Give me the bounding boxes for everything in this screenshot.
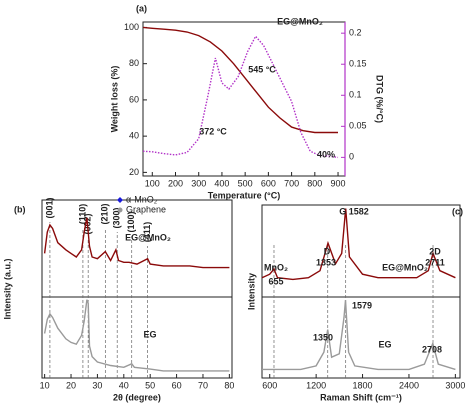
y2-axis-title: DTG (%/°C) — [375, 75, 385, 123]
series-line — [142, 35, 339, 159]
x-tick-label: 900 — [331, 178, 346, 188]
x-tick-label: 500 — [238, 178, 253, 188]
legend-label: Graphene — [126, 204, 166, 214]
x-tick-label: 2400 — [399, 380, 419, 390]
x-tick-label: 100 — [145, 178, 160, 188]
y-tick-label: 20 — [129, 167, 139, 177]
series-line — [43, 217, 230, 269]
x-tick-label: 600 — [261, 178, 276, 188]
x-tick-label: 1800 — [353, 380, 373, 390]
x-tick-label: 1200 — [306, 380, 326, 390]
series-line — [261, 208, 456, 281]
reflection-label: (411) — [142, 222, 152, 243]
annotation: EG@MnO₂ — [277, 16, 323, 26]
x-tick-label: 10 — [40, 380, 50, 390]
annotation: 1353 — [316, 257, 336, 267]
panel-label: (b) — [14, 204, 26, 214]
annotation: 2D — [429, 246, 441, 256]
series-label: EG@MnO₂ — [125, 232, 171, 242]
y-tick-label: 60 — [129, 94, 139, 104]
reflection-label: (100) — [126, 211, 136, 232]
x-axis-title: Raman Shift (cm⁻¹) — [320, 392, 402, 402]
panel-label: (c) — [452, 206, 463, 216]
annotation: 372 °C — [199, 126, 227, 136]
x-tick-label: 400 — [214, 178, 229, 188]
y-axis-title: Weight loss (%) — [109, 66, 119, 133]
reflection-label: (110) — [77, 204, 87, 225]
y2-tick-label: 0 — [349, 152, 354, 162]
x-tick-label: 30 — [92, 380, 102, 390]
panel-label: (a) — [136, 3, 147, 13]
series-line — [262, 300, 456, 371]
legend-marker — [117, 197, 123, 203]
x-tick-label: 80 — [224, 380, 234, 390]
annotation: D — [324, 246, 331, 256]
annotation: 2711 — [425, 257, 445, 267]
plot-frame — [41, 199, 233, 379]
y2-tick-label: 0.05 — [349, 121, 367, 131]
x-axis-title: Temperature (°C) — [208, 190, 280, 200]
x-tick-label: 40 — [119, 380, 129, 390]
series-label: EG@MnO₂ — [382, 262, 428, 272]
annotation: 1579 — [352, 300, 372, 310]
x-tick-label: 70 — [198, 380, 208, 390]
series-line — [142, 26, 338, 134]
reflection-label: (210) — [100, 203, 110, 224]
annotation: 40% — [317, 149, 335, 159]
x-tick-label: 3000 — [445, 380, 465, 390]
y-axis-title: Intensity (a.u.) — [2, 258, 12, 319]
x-axis-title: 2θ (degree) — [113, 392, 161, 402]
y-tick-label: 80 — [129, 58, 139, 68]
series-line — [43, 299, 230, 372]
y-tick-label: 100 — [124, 22, 139, 32]
x-tick-label: 300 — [191, 178, 206, 188]
x-tick-label: 200 — [168, 178, 183, 188]
annotation: 655 — [268, 276, 283, 286]
legend-label: α-MnO₂ — [126, 194, 158, 204]
plot-frame — [261, 204, 461, 379]
x-tick-label: 600 — [262, 380, 277, 390]
series-label: EG — [378, 339, 391, 349]
annotation: 545 °C — [248, 64, 276, 74]
reflection-label: (300) — [112, 207, 122, 228]
x-tick-label: 800 — [307, 178, 322, 188]
y2-tick-label: 0.1 — [349, 90, 362, 100]
reflection-label: (001) — [44, 197, 54, 218]
x-tick-label: 50 — [145, 380, 155, 390]
x-tick-label: 60 — [172, 380, 182, 390]
annotation: 1350 — [313, 332, 333, 342]
series-label: EG — [143, 329, 156, 339]
annotation: MnO₂ — [264, 262, 288, 272]
legend-marker — [117, 207, 123, 213]
annotation: G 1582 — [339, 206, 369, 216]
y2-tick-label: 0.2 — [349, 28, 362, 38]
x-tick-label: 20 — [66, 380, 76, 390]
y-axis-title: Intensity — [246, 273, 256, 310]
y2-tick-label: 0.15 — [349, 59, 367, 69]
annotation: 2708 — [422, 344, 442, 354]
x-tick-label: 700 — [284, 178, 299, 188]
y-tick-label: 40 — [129, 131, 139, 141]
